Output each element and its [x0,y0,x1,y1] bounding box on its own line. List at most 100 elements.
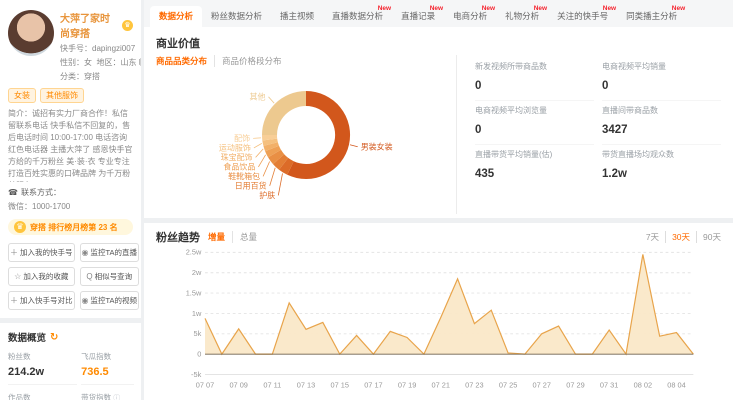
svg-text:日用百货: 日用百货 [235,180,267,190]
svg-text:08 02: 08 02 [634,380,652,389]
fan-trend-area-chart: 2.5w 2w 1.5w 1w 5k 0 -5k 07 07 07 09 07 11 07 13 07… [186,247,694,389]
avatar [8,10,54,56]
range-90d[interactable]: 90天 [696,230,721,243]
profile-header: 大萍了家时尚穿搭 ♛ 快手号：dapingzi007 性别：女 地区：山东 临沂… [8,10,141,82]
stat-live-avg-viewers: 带货直播场均观众数 1.2w [602,150,674,180]
plus-icon: ＋ [10,248,18,257]
monitor-video-label: 监控TA的视频 [90,296,138,305]
profile-tags: 女装 其他服饰 [8,88,133,103]
subtab-category-distribution[interactable]: 商品品类分布 [156,56,208,66]
region-label: 地区： [96,58,121,67]
tab-数据分析[interactable]: 数据分析 [150,6,203,27]
svg-text:07 23: 07 23 [465,380,483,389]
profile-name: 大萍了家时尚穿搭 [60,14,110,40]
subtab-price-distribution[interactable]: 商品价格段分布 [214,55,282,67]
similar-search-button[interactable]: Q 相似号查询 [79,267,140,286]
category-row: 分类：穿搭 [60,71,133,82]
svg-text:07 07: 07 07 [196,380,214,389]
contact-label: 联系方式： [20,188,61,197]
new-badge: New [671,5,686,12]
add-my-account-label: 加入我的快手号 [20,248,73,257]
new-badge: New [377,5,392,12]
svg-text:07 19: 07 19 [398,380,416,389]
divider [0,318,141,323]
tag-nvzhuang[interactable]: 女装 [8,88,36,103]
svg-text:07 29: 07 29 [566,380,584,389]
star-icon: ☆ [14,272,22,281]
tab-关注的快手号[interactable]: 关注的快手号 New [548,5,617,27]
tab-直播记录[interactable]: 直播记录 New [392,5,444,27]
tab-label: 直播记录 [401,11,436,21]
rank-banner[interactable]: ♛ 穿搭 排行榜月榜第 23 名 [8,219,133,235]
overview-title: 数据概览 [8,333,47,344]
add-my-account-button[interactable]: ＋加入我的快手号 [8,243,75,262]
info-icon[interactable]: ⓘ [113,395,121,400]
tab-label: 直播数据分析 [332,11,384,21]
overview-title-row: 数据概览 ↻ [8,330,133,345]
svg-text:其他: 其他 [250,91,266,101]
id-value: dapingzi007 [92,44,136,53]
tab-label: 关注的快手号 [557,11,609,21]
id-label: 快手号： [60,44,92,53]
rank-banner-text: 穿搭 排行榜月榜第 23 名 [30,222,118,232]
rank-crown-icon: ♛ [14,221,26,233]
add-compare-button[interactable]: ＋加入快手号对比 [8,291,75,310]
tab-礼物分析[interactable]: 礼物分析 New [496,5,548,27]
refresh-icon[interactable]: ↻ [50,331,59,343]
svg-text:运动服饰: 运动服饰 [219,142,251,152]
gender-label: 性别： [60,58,84,67]
add-compare-label: 加入快手号对比 [20,296,73,305]
gender-region-row: 性别：女 地区：山东 临沂市 [60,57,141,68]
top-tabs: 数据分析 粉丝数据分析 播主视频 直播数据分析 New 直播记录 New 电商分析 New 礼物分… [144,0,733,27]
contact-row: ☎ 联系方式： [8,187,133,198]
business-subtabs: 商品品类分布 商品价格段分布 [156,55,456,67]
stat-live-products: 直播间带商品数 3427 [602,101,721,145]
range-filter: 7天 30天 90天 [645,230,721,243]
gender-value: 女 [84,58,92,67]
fan-trend-header: 粉丝趋势 增量 总量 7天 30天 90天 [156,229,721,245]
svg-text:07 09: 07 09 [229,380,247,389]
add-favorite-button[interactable]: ☆ 加入我的收藏 [8,267,75,286]
range-30d[interactable]: 30天 [665,230,690,243]
tab-label: 电商分析 [453,11,488,21]
new-badge: New [602,5,617,12]
tab-播主视频[interactable]: 播主视频 [271,6,323,27]
tab-电商分析[interactable]: 电商分析 New [444,5,496,27]
tab-直播数据分析[interactable]: 直播数据分析 New [323,5,392,27]
new-badge: New [481,5,496,12]
tab-同类播主分析[interactable]: 同类播主分析 New [617,5,686,27]
svg-text:07 21: 07 21 [432,380,450,389]
fan-trend-title: 粉丝趋势 [156,231,200,244]
tag-qitafushi[interactable]: 其他服饰 [40,88,84,103]
svg-text:07 17: 07 17 [364,380,382,389]
svg-text:1.5w: 1.5w [186,288,202,297]
stat-fans: 粉丝数 214.2w [8,351,78,385]
monitor-live-button[interactable]: ◉ 监控TA的直播 [79,243,140,262]
svg-text:08 04: 08 04 [667,380,685,389]
svg-text:珠宝配饰: 珠宝配饰 [221,152,253,162]
stat-video-avg-sales: 电商视频平均销量 0 [602,57,721,101]
new-badge: New [429,5,444,12]
profile-sidebar: 大萍了家时尚穿搭 ♛ 快手号：dapingzi007 性别：女 地区：山东 临沂… [0,0,141,400]
svg-text:07 11: 07 11 [263,380,281,389]
stat-feigua-index: 飞瓜指数 736.5 [81,351,135,385]
stat-works: 作品数189 [8,392,77,400]
svg-text:食品饮品: 食品饮品 [223,161,255,171]
mode-tab-total[interactable]: 总量 [232,230,257,243]
monitor-video-button[interactable]: ◉ 监控TA的视频 [79,291,140,310]
main-content: 商业价值 商品品类分布 商品价格段分布 其他 配饰 运动服饰 珠宝配饰 食品饮品 鞋靴箱包… [144,27,733,400]
category-value: 穿搭 [84,72,100,81]
svg-text:2w: 2w [192,268,202,277]
business-body: 商品品类分布 商品价格段分布 其他 配饰 运动服饰 珠宝配饰 食品饮品 鞋靴箱包 日用百货护… [156,55,721,214]
monitor-live-label: 监控TA的直播 [90,248,138,257]
action-buttons: ＋加入我的快手号 ◉ 监控TA的直播 ☆ 加入我的收藏 Q 相似号查询 ＋加入快手号对… [8,243,140,310]
mode-tab-increment[interactable]: 增量 [208,231,226,242]
tab-粉丝数据分析[interactable]: 粉丝数据分析 [202,6,271,27]
divider [144,218,733,223]
range-7d[interactable]: 7天 [645,231,660,242]
svg-text:5k: 5k [194,329,202,338]
svg-text:07 27: 07 27 [533,380,551,389]
phone-icon: ☎ [8,188,18,197]
stat-video-avg-views: 电商视频平均浏览量 0 [475,101,594,145]
